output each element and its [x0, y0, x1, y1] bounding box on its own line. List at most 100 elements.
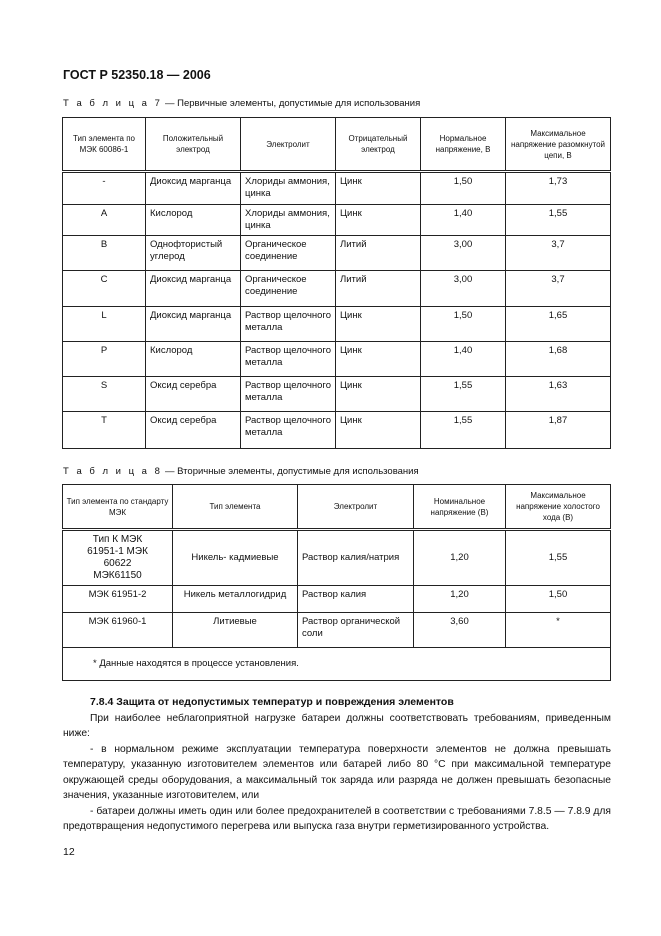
table-cell: S — [62, 376, 146, 412]
table-cell: Однофтористый углерод — [145, 235, 241, 271]
document-header: ГОСТ Р 52350.18 — 2006 — [63, 68, 211, 82]
table-cell: Хлориды аммония, цинка — [240, 171, 336, 205]
table-8: Тип элемента по стандарту МЭК Тип элемент… — [62, 484, 611, 681]
table-cell: 1,63 — [505, 376, 611, 412]
table-cell: Кислород — [145, 204, 241, 236]
table-cell: 1,55 — [420, 376, 506, 412]
table-cell: Литий — [335, 235, 421, 271]
table-cell: 3,60 — [413, 612, 506, 648]
section-7-8-4: 7.8.4 Защита от недопустимых температур … — [63, 695, 611, 835]
table-row: S Оксид серебра Раствор щелочного металла Ц… — [62, 376, 611, 412]
table-cell: Кислород — [145, 341, 241, 377]
table-cell: B — [62, 235, 146, 271]
table-cell: L — [62, 306, 146, 342]
paragraph: При наиболее неблагоприятной нагрузке ба… — [63, 712, 611, 740]
table-cell: Хлориды аммония, цинка — [240, 204, 336, 236]
table-cell: Цинк — [335, 411, 421, 449]
table-cell: Диоксид марганца — [145, 171, 241, 205]
column-header: Нормальное напряжение, В — [420, 117, 506, 172]
table-cell: C — [62, 270, 146, 307]
table-cell: Оксид серебра — [145, 411, 241, 449]
column-header: Тип элемента — [172, 484, 298, 530]
table-cell: Раствор щелочного металла — [240, 306, 336, 342]
column-header: Положительный электрод — [145, 117, 241, 172]
table-row: МЭК 61951-2 Никель металлогидрид Раствор к… — [62, 585, 611, 613]
table-cell: МЭК 61951-2 — [62, 585, 173, 613]
table-cell: Литий — [335, 270, 421, 307]
paragraph: - в нормальном режиме эксплуатации темпе… — [63, 743, 611, 802]
table-cell: Раствор органической соли — [297, 612, 414, 648]
column-header: Номинальное напряжение (В) — [413, 484, 506, 530]
table-row: Тип К МЭК 61951-1 МЭК 60622 МЭК61150 Нике… — [62, 529, 611, 586]
table-row: A Кислород Хлориды аммония, цинка Цинк 1,40 1… — [62, 204, 611, 236]
table-cell: P — [62, 341, 146, 377]
table-row: B Однофтористый углерод Органическое соеди… — [62, 235, 611, 271]
table-footnote: * Данные находятся в процессе установлен… — [62, 647, 611, 681]
table-cell: 1,55 — [505, 204, 611, 236]
table-cell: 1,20 — [413, 585, 506, 613]
table-cell: Раствор калия/натрия — [297, 529, 414, 586]
table-cell: Цинк — [335, 376, 421, 412]
column-header: Тип элемента по МЭК 60086-1 — [62, 117, 146, 172]
table7-caption: Т а б л и ц а 7 — Первичные элементы, до… — [63, 98, 421, 109]
table-7: Тип элемента по МЭК 60086-1 Положительный… — [62, 117, 611, 449]
table-row: C Диоксид марганца Органическое соединение… — [62, 270, 611, 307]
table-cell: Оксид серебра — [145, 376, 241, 412]
table-cell: 1,65 — [505, 306, 611, 342]
table-cell: - — [62, 171, 146, 205]
table-header-row: Тип элемента по стандарту МЭК Тип элемент… — [62, 484, 611, 530]
table-cell: Никель- кадмиевые — [172, 529, 298, 586]
column-header: Электролит — [240, 117, 336, 172]
table-cell: 1,55 — [505, 529, 611, 586]
table-cell: 3,7 — [505, 235, 611, 271]
table-cell: 3,00 — [420, 235, 506, 271]
table-row: L Диоксид марганца Раствор щелочного метал… — [62, 306, 611, 342]
table-cell: Раствор калия — [297, 585, 414, 613]
table-header-row: Тип элемента по МЭК 60086-1 Положительный… — [62, 117, 611, 172]
table-row: - Диоксид марганца Хлориды аммония, цинка Ц… — [62, 171, 611, 205]
table-cell: Цинк — [335, 306, 421, 342]
table-row: P Кислород Раствор щелочного металла Цинк 1,… — [62, 341, 611, 377]
table8-caption: Т а б л и ц а 8 — Вторичные элементы, до… — [63, 466, 419, 477]
column-header: Отрицательный электрод — [335, 117, 421, 172]
table-cell: Раствор щелочного металла — [240, 411, 336, 449]
table-cell: 1,50 — [420, 306, 506, 342]
table-row: T Оксид серебра Раствор щелочного металла Ц… — [62, 411, 611, 449]
table-cell: 1,40 — [420, 341, 506, 377]
page-number: 12 — [63, 846, 75, 858]
table-cell: 1,73 — [505, 171, 611, 205]
table-cell: Никель металлогидрид — [172, 585, 298, 613]
table-cell: T — [62, 411, 146, 449]
table-cell: Органическое соединение — [240, 235, 336, 271]
table-cell: * — [505, 612, 611, 648]
table-cell: 1,87 — [505, 411, 611, 449]
table-cell: Органическое соединение — [240, 270, 336, 307]
table-cell: Цинк — [335, 204, 421, 236]
table-cell: 1,68 — [505, 341, 611, 377]
table-row: МЭК 61960-1 Литиевые Раствор органической … — [62, 612, 611, 648]
section-heading: 7.8.4 Защита от недопустимых температур … — [90, 696, 454, 708]
table-cell: 1,50 — [420, 171, 506, 205]
table-cell: МЭК 61960-1 — [62, 612, 173, 648]
table-cell: 1,50 — [505, 585, 611, 613]
table-cell: Литиевые — [172, 612, 298, 648]
column-header: Тип элемента по стандарту МЭК — [62, 484, 173, 530]
table-cell: Тип К МЭК 61951-1 МЭК 60622 МЭК61150 — [62, 529, 173, 586]
table-cell: Диоксид марганца — [145, 270, 241, 307]
table-cell: Диоксид марганца — [145, 306, 241, 342]
paragraph: - батареи должны иметь один или более пр… — [63, 805, 611, 833]
table-cell: Раствор щелочного металла — [240, 376, 336, 412]
column-header: Максимальное напряжение холостого хода (… — [505, 484, 611, 530]
column-header: Электролит — [297, 484, 414, 530]
table-cell: 1,55 — [420, 411, 506, 449]
table-cell: Цинк — [335, 341, 421, 377]
table-cell: A — [62, 204, 146, 236]
table-cell: 3,7 — [505, 270, 611, 307]
table-cell: 3,00 — [420, 270, 506, 307]
column-header: Максимальное напряжение разомкнутой цепи… — [505, 117, 611, 172]
table-cell: Цинк — [335, 171, 421, 205]
table-cell: Раствор щелочного металла — [240, 341, 336, 377]
table-cell: 1,20 — [413, 529, 506, 586]
table-cell: 1,40 — [420, 204, 506, 236]
